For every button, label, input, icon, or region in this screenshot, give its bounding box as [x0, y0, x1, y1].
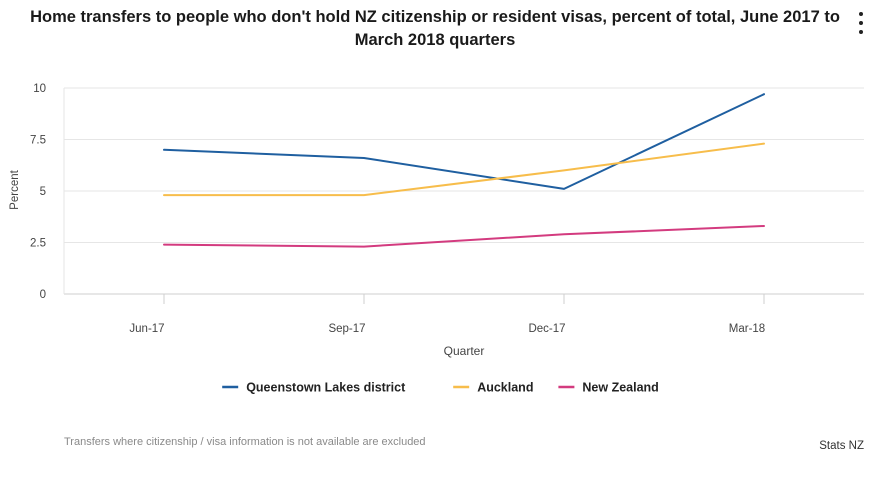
series-lines [163, 93, 765, 248]
chart-title: Home transfers to people who don't hold … [30, 8, 840, 49]
line-chart: 0 2.5 5 7.5 10 Jun-17 Sep-17 Dec-17 Mar-18 Perc… [9, 83, 864, 395]
legend-item[interactable]: New Zealand [558, 381, 659, 395]
footnote: Transfers where citizenship / visa infor… [64, 436, 426, 448]
legend-item[interactable]: Queenstown Lakes district [222, 381, 406, 395]
series-line-auckland[interactable] [163, 142, 765, 197]
legend-item[interactable]: Auckland [453, 381, 533, 395]
y-axis-label: Percent [9, 169, 21, 209]
x-tick-label: Mar-18 [729, 323, 765, 335]
legend-label: New Zealand [582, 381, 658, 395]
x-tick-label: Jun-17 [129, 323, 164, 335]
legend-label: Auckland [477, 381, 533, 395]
grid-lines [63, 87, 864, 295]
x-axis: Jun-17 Sep-17 Dec-17 Mar-18 [129, 294, 765, 335]
y-tick-label: 0 [40, 289, 46, 301]
y-tick-label: 10 [33, 83, 46, 95]
more-vertical-icon[interactable] [851, 10, 871, 36]
y-tick-label: 7.5 [30, 135, 46, 147]
y-tick-label: 2.5 [30, 238, 46, 250]
legend-label: Queenstown Lakes district [246, 381, 406, 395]
series-line-queenstown-lakes-district[interactable] [163, 93, 765, 190]
x-axis-label: Quarter [444, 344, 485, 358]
source-credit: Stats NZ [819, 440, 864, 452]
y-axis: 0 2.5 5 7.5 10 [30, 83, 46, 301]
x-tick-label: Dec-17 [528, 323, 565, 335]
legend: Queenstown Lakes district Auckland New Zea… [222, 381, 659, 395]
x-tick-label: Sep-17 [328, 323, 365, 335]
y-tick-label: 5 [40, 186, 46, 198]
series-line-new-zealand[interactable] [163, 225, 765, 248]
